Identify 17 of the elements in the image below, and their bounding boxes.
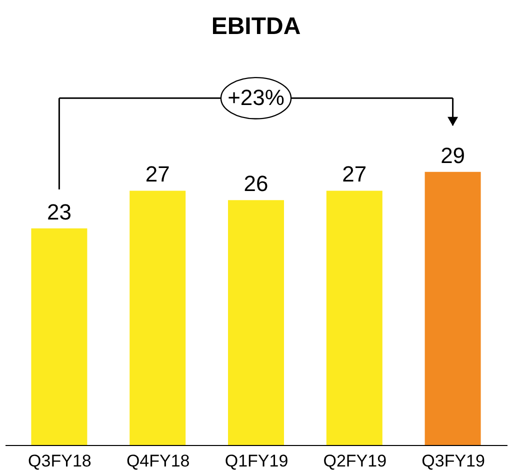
x-tick-label: Q1FY19 xyxy=(224,452,288,470)
data-label: 27 xyxy=(342,162,367,187)
data-label: 26 xyxy=(244,171,268,196)
x-tick-label: Q4FY18 xyxy=(126,452,190,470)
data-label: 27 xyxy=(145,162,170,187)
x-tick-label: Q3FY19 xyxy=(422,452,485,470)
bar xyxy=(130,190,186,445)
bar xyxy=(228,200,284,445)
x-tick-label: Q2FY19 xyxy=(323,452,387,470)
bar xyxy=(31,228,88,445)
bar xyxy=(326,190,382,445)
x-tick-label: Q3FY18 xyxy=(28,452,92,470)
bar xyxy=(424,172,481,445)
text: +23% xyxy=(228,85,284,110)
data-label: 23 xyxy=(46,199,72,224)
chart-title: EBITDA xyxy=(211,13,301,40)
data-label: 29 xyxy=(440,142,466,168)
